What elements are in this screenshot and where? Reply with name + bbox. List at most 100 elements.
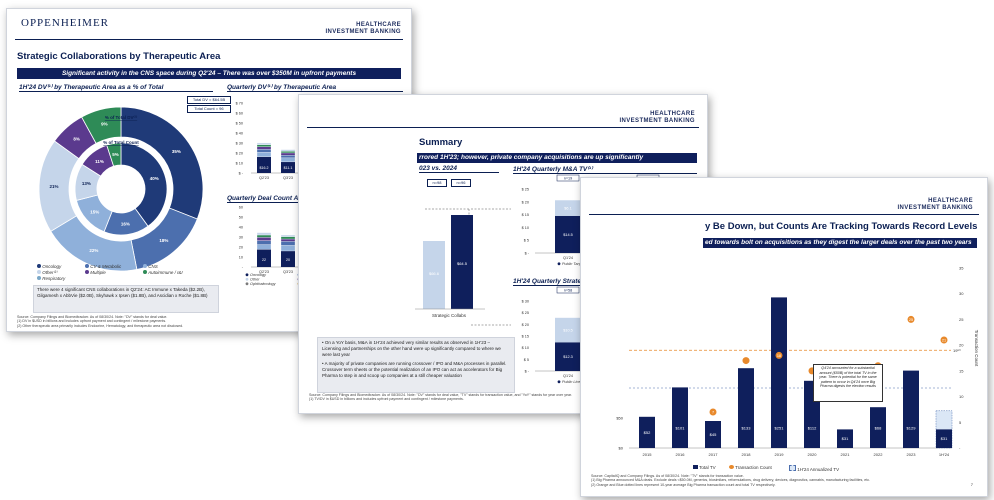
count-bar-value-1: 20	[286, 258, 290, 262]
count-ytick-6: -	[242, 266, 244, 270]
hist-bar-value-0: $52	[644, 430, 651, 435]
hist-right-tick-0: 35	[959, 266, 964, 271]
legend-multiple: Multiple	[85, 270, 106, 275]
hist-right-tick-6: 5	[959, 420, 962, 425]
collab-n-box-0	[556, 286, 580, 294]
oppenheimer-logo: OPPENHEIMER	[21, 17, 110, 29]
footnotes: Source: Company Filings and Biomedtracke…	[309, 393, 699, 402]
hist-xtick-8: 2023	[907, 452, 917, 457]
hist-count-dot-2	[709, 408, 717, 416]
summary-bullets: • On a YoY basis, M&A in 1H'24 achieved …	[317, 337, 515, 393]
ma-n-0: n=19	[564, 176, 573, 180]
hist-xtick-6: 2021	[841, 452, 851, 457]
hist-count-dot-3	[742, 357, 750, 365]
count-ytick-3: 30	[239, 236, 243, 240]
inner-ring-label-3: 13%	[82, 181, 91, 186]
q4-annotation-text: Q4'24 accounted for a substantial amount…	[819, 366, 877, 389]
legend-oncology: Oncology	[37, 264, 61, 269]
hist-bar-9	[936, 429, 952, 448]
hist-bar-value-5: $112	[808, 426, 817, 431]
strategic-prev-bar	[423, 241, 445, 309]
legend-respiratory: Respiratory	[37, 276, 65, 281]
hist-bar-7	[870, 407, 886, 448]
hist-bar-value-2: $45	[710, 432, 717, 437]
hist-count-dot-9	[940, 336, 948, 344]
dv-bar-seg-1-1	[280, 155, 296, 159]
hist-count-dot-8	[907, 315, 915, 323]
count-legend-0: Oncology	[250, 273, 267, 277]
bullet-1: • On a YoY basis, M&A in 1H'24 achieved …	[322, 340, 501, 357]
hist-right-tick-3: 20	[959, 343, 964, 348]
outer-ring-slice-0	[120, 106, 204, 220]
legend-total-tv: Total TV	[693, 465, 716, 470]
footnotes: Source: CapitalIQ and Company Filings. A…	[591, 474, 981, 487]
dv-bar-seg-0-3	[256, 144, 272, 147]
footnote-source: Source: CapitalIQ and Company Filings. A…	[591, 474, 744, 478]
outer-ring-label-0: 35%	[172, 149, 181, 154]
hist-bar-value-4: $251	[775, 426, 785, 431]
footnote-1: (1) DV in $USD in billions and includes …	[17, 319, 167, 324]
hist-bar-value-6: $31	[842, 436, 849, 441]
hist-right-tick-4: 15	[959, 368, 964, 373]
dv-ytick-1: $ 60	[236, 112, 243, 116]
outer-ring-label: % of Total DV⁽¹⁾	[105, 115, 138, 120]
dv-ytick-3: $ 40	[236, 132, 243, 136]
header-line-2: INVESTMENT BANKING	[619, 118, 695, 124]
inner-ring-label-5: 5%	[112, 152, 119, 157]
hist-count-label-9: 21	[942, 338, 946, 342]
page-banner: ed towards bolt on acquisitions as they …	[703, 238, 977, 248]
hist-xtick-5: 2020	[808, 452, 818, 457]
ma-bottom-value-0: $14.5	[563, 233, 573, 237]
collab-legend-dot-0	[557, 380, 561, 384]
dv-xtick-1: Q3'23	[283, 176, 293, 180]
hist-count-label-4: 18	[777, 354, 781, 358]
ma-ytick-2: $ 15	[522, 213, 529, 217]
page-title: Strategic Collaborations by Therapeutic …	[17, 51, 221, 62]
hist-bar-value-8: $129	[907, 426, 917, 431]
count-bar-seg-0-4	[256, 232, 272, 236]
ma-bar-bottom-0	[555, 215, 581, 253]
count-ytick-5: 10	[239, 256, 243, 260]
outer-ring-label-4: 8%	[73, 136, 80, 141]
collab-ytick-5: $ 5	[524, 358, 529, 362]
ma-bar-top-0	[555, 200, 581, 216]
legend-annualized: 1H'24 Annualized TV	[789, 465, 839, 472]
hist-right-tick-7: -	[959, 446, 961, 451]
page-banner: Significant activity in the CNS space du…	[17, 68, 401, 79]
count-bar-seg-0-1	[256, 240, 272, 245]
total-dv-box: Total DV = $64.5B	[187, 96, 231, 104]
collab-ytick-4: $ 10	[522, 346, 529, 350]
hist-right-tick-1: 30	[959, 291, 964, 296]
outer-ring-label-2: 22%	[89, 248, 98, 253]
count-bar-bottom-1	[281, 251, 295, 267]
n-left: n=98	[427, 179, 447, 187]
inner-ring-label-0: 40%	[150, 176, 159, 181]
section-yoy: 023 vs. 2024	[419, 165, 499, 173]
ma-legend-0: Public Target	[562, 262, 585, 266]
ma-ytick-1: $ 20	[522, 200, 529, 204]
hist-bar-value-9: $31	[941, 436, 948, 441]
footnote-2: (2) Orange and Blue dotted lines represe…	[591, 482, 776, 487]
footnotes: Source: Company Filings and Biomedtracke…	[17, 315, 397, 328]
legend-other: Other⁽²⁾	[37, 270, 57, 276]
page-banner: rrored 1H'23; however, private company a…	[417, 153, 697, 163]
collab-n-0: n=58	[564, 288, 573, 292]
hist-left-tick-50: $50	[616, 416, 623, 421]
footnote-1: (1) TV/DV in $USD in billions and includ…	[309, 397, 464, 402]
count-xtick-1: Q3'23	[283, 270, 293, 274]
count-bar-seg-1-2	[280, 238, 296, 242]
collab-ytick-6: $ -	[525, 370, 530, 374]
header-brand: HEALTHCARE INVESTMENT BANKING	[325, 22, 401, 36]
ma-ytick-3: $ 10	[522, 226, 529, 230]
hist-bar-2	[705, 421, 721, 448]
footnote-2: (2) Other therapeutic area primarily inc…	[17, 323, 184, 328]
section-quarterly-dv: Quarterly DV⁽¹⁾ by Therapeutic Area	[227, 83, 403, 92]
footnote-source: Source: Company Filings and Biomedtracke…	[17, 315, 168, 319]
page-title: y Be Down, but Counts Are Tracking Towar…	[705, 221, 978, 232]
dv-xtick-0: Q2'23	[259, 176, 269, 180]
collab-ytick-0: $ 30	[522, 300, 529, 304]
strategic-collab-yoy-chart: $66.6 $64.5 Strategic Collabs	[415, 208, 485, 318]
inner-ring-label: % of Total Count	[103, 140, 139, 145]
inner-ring-label-1: 16%	[121, 221, 130, 226]
header-rule	[15, 39, 403, 40]
